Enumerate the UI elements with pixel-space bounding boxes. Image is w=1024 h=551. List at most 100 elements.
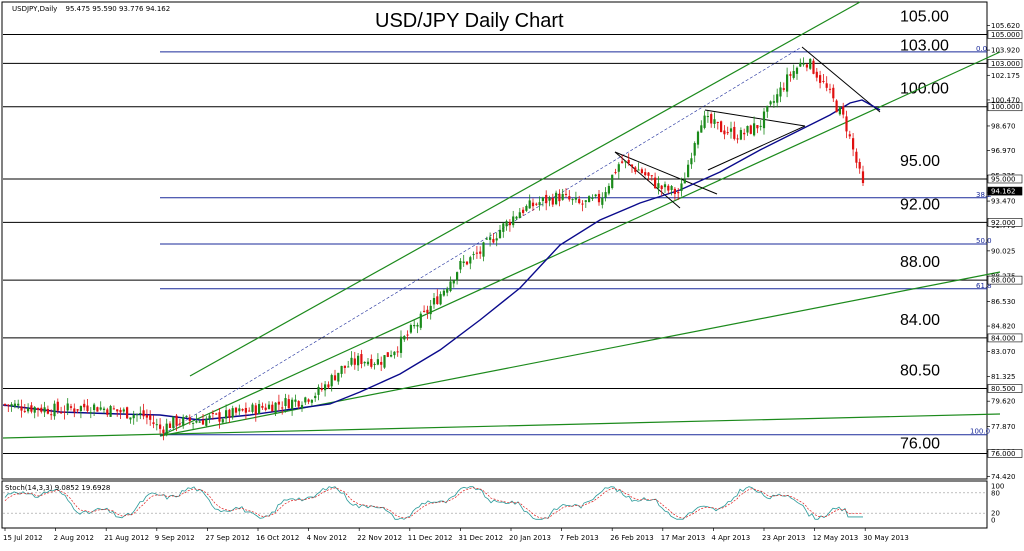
candle-body (568, 196, 571, 200)
candle-body (208, 415, 211, 419)
y-tick-label: 77.870 (991, 423, 1016, 431)
candle-body (241, 409, 244, 411)
candle-body (390, 354, 393, 357)
price-tag-label: 76.000 (991, 450, 1016, 458)
y-tick-label: 81.325 (991, 373, 1016, 381)
candle-body (465, 261, 469, 265)
candle-body (667, 185, 670, 191)
x-tick-label: 2 Aug 2012 (54, 534, 94, 542)
candle-body (739, 130, 742, 140)
candle-body (149, 414, 152, 420)
y-tick-label: 105.620 (991, 22, 1020, 30)
y-tick-label: 102.175 (991, 72, 1020, 80)
candle-body (502, 223, 505, 232)
candle-body (182, 416, 185, 426)
candle-body (155, 424, 158, 426)
price-tag-label: 80.500 (991, 385, 1016, 393)
last-price-tag (987, 186, 1023, 196)
candle-body (145, 415, 148, 418)
candle-body (838, 107, 841, 115)
x-tick-label: 16 Oct 2012 (256, 534, 299, 542)
candle-body (89, 412, 92, 414)
candle-body (762, 111, 766, 129)
candle-body (489, 237, 492, 240)
candle-body (234, 407, 238, 413)
candle-body (320, 388, 323, 390)
candle-body (680, 183, 683, 191)
candle-body (366, 361, 370, 365)
wedge-line (801, 46, 881, 113)
price-tag-label: 92.000 (991, 219, 1016, 227)
candle-body (627, 159, 630, 164)
candle-body (512, 216, 515, 226)
candle-body (498, 229, 502, 239)
candle-body (198, 421, 201, 423)
candle-body (419, 313, 422, 328)
candle-body (281, 407, 284, 409)
candle-body (769, 101, 772, 105)
candle-body (376, 359, 379, 365)
candle-body (370, 358, 373, 367)
candle-body (7, 404, 10, 406)
level-label: 80.50 (900, 362, 940, 379)
price-tag (987, 174, 1023, 184)
channel-upper-line (189, 1, 861, 377)
level-label: 84.00 (900, 312, 940, 329)
candle-body (274, 402, 277, 414)
candle-body (835, 100, 838, 113)
candle-body (634, 167, 637, 172)
candle-body (139, 413, 142, 415)
candle-body (604, 192, 607, 198)
candle-body (396, 351, 399, 353)
price-tag (987, 218, 1023, 227)
candle-body (109, 406, 112, 417)
ohlc-values: 95.475 95.590 93.776 94.162 (66, 5, 171, 13)
candle-body (211, 412, 214, 414)
candle-body (333, 375, 337, 381)
x-tick-label: 22 Nov 2012 (357, 534, 402, 542)
candle-body (238, 408, 241, 412)
candle-body (324, 384, 327, 391)
candle-body (423, 310, 426, 312)
candle-body (83, 403, 86, 408)
candle-body (86, 405, 89, 412)
candle-body (452, 280, 455, 284)
candle-body (135, 414, 139, 416)
candle-body (439, 294, 442, 305)
price-tag-label: 88.000 (991, 277, 1016, 285)
x-tick-label: 9 Sep 2012 (155, 534, 195, 542)
candle-body (304, 397, 307, 403)
candle-body (297, 401, 300, 407)
candle-body (416, 324, 419, 327)
candle-body (10, 404, 13, 407)
candle-body (822, 80, 825, 82)
candle-body (677, 192, 680, 194)
x-tick-label: 30 May 2013 (863, 534, 909, 542)
candle-body (126, 407, 129, 419)
level-label: 76.00 (900, 436, 940, 453)
stoch-plot-frame (1, 480, 988, 529)
candle-body (574, 197, 577, 200)
candle-body (218, 412, 221, 422)
candle-body (842, 106, 845, 115)
candle-body (607, 185, 610, 194)
candle-body (73, 408, 76, 412)
candle-body (749, 125, 752, 134)
candle-body (347, 366, 350, 368)
x-tick-label: 20 Jan 2013 (509, 534, 551, 542)
candle-body (102, 408, 106, 410)
x-tick-label: 7 Feb 2013 (560, 534, 599, 542)
candle-body (482, 242, 485, 257)
candle-body (459, 260, 462, 270)
candle-body (670, 186, 673, 190)
candle-body (116, 409, 119, 412)
fib-label: 0.0 (976, 45, 987, 53)
candle-body (541, 197, 544, 202)
candle-body (162, 429, 165, 434)
candle-body (828, 88, 832, 90)
candle-body (716, 121, 719, 123)
candle-body (228, 409, 231, 418)
fib-label: 38.2 (976, 191, 992, 199)
